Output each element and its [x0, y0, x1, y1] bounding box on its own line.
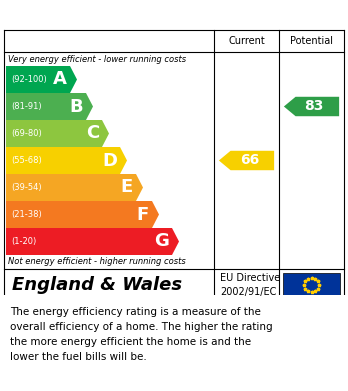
FancyBboxPatch shape: [283, 273, 340, 297]
Text: G: G: [154, 233, 169, 251]
Polygon shape: [6, 174, 143, 201]
Text: F: F: [137, 206, 149, 224]
Text: 66: 66: [240, 154, 259, 167]
Text: EU Directive
2002/91/EC: EU Directive 2002/91/EC: [220, 273, 280, 297]
Text: Current: Current: [228, 36, 265, 46]
Text: E: E: [121, 179, 133, 197]
Text: Potential: Potential: [290, 36, 333, 46]
Text: (21-38): (21-38): [11, 210, 42, 219]
Text: (69-80): (69-80): [11, 129, 42, 138]
Polygon shape: [6, 120, 109, 147]
Polygon shape: [6, 228, 179, 255]
Text: (92-100): (92-100): [11, 75, 47, 84]
Text: Not energy efficient - higher running costs: Not energy efficient - higher running co…: [8, 258, 186, 267]
Text: C: C: [86, 124, 99, 142]
Text: (1-20): (1-20): [11, 237, 36, 246]
Text: B: B: [69, 97, 83, 115]
Polygon shape: [6, 66, 77, 93]
Text: 83: 83: [304, 99, 324, 113]
Text: A: A: [53, 70, 67, 88]
Polygon shape: [6, 93, 93, 120]
Polygon shape: [6, 147, 127, 174]
Text: England & Wales: England & Wales: [12, 276, 182, 294]
Polygon shape: [219, 151, 274, 170]
Text: (81-91): (81-91): [11, 102, 42, 111]
Polygon shape: [284, 97, 339, 116]
Text: Very energy efficient - lower running costs: Very energy efficient - lower running co…: [8, 54, 186, 63]
Text: D: D: [102, 151, 117, 170]
Text: The energy efficiency rating is a measure of the
overall efficiency of a home. T: The energy efficiency rating is a measur…: [10, 307, 273, 362]
Text: Energy Efficiency Rating: Energy Efficiency Rating: [10, 7, 220, 22]
Text: (39-54): (39-54): [11, 183, 42, 192]
Polygon shape: [6, 201, 159, 228]
Text: (55-68): (55-68): [11, 156, 42, 165]
